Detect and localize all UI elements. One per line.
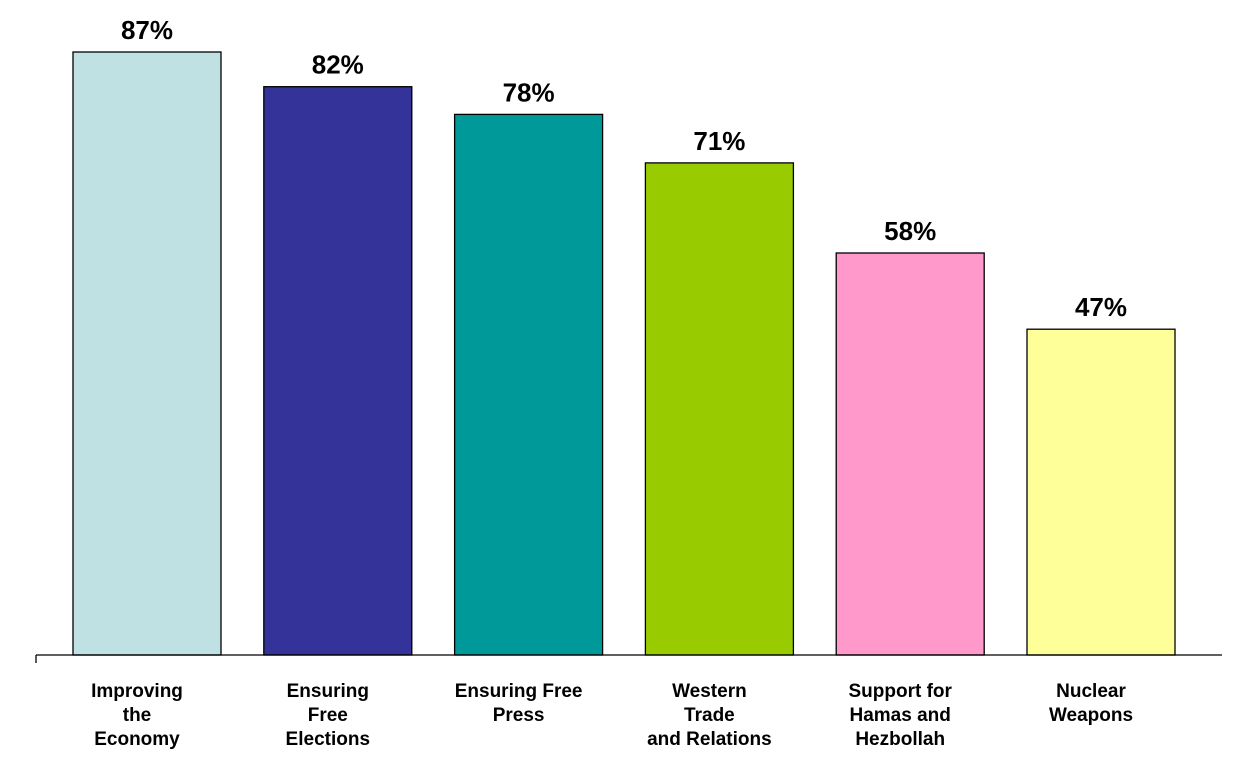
data-label-6: 47%: [1075, 292, 1127, 322]
category-label-2-line-1: Ensuring: [287, 681, 369, 702]
category-label-4-line-2: Trade: [684, 705, 735, 726]
bar-6: [1026, 328, 1176, 656]
data-label-5: 58%: [884, 216, 936, 246]
category-label-6-line-2: Weapons: [1049, 705, 1133, 726]
data-label-1: 87%: [121, 15, 173, 45]
data-label-2: 82%: [312, 50, 364, 80]
bar-2: [263, 86, 413, 656]
category-label-2-line-3: Elections: [286, 729, 370, 750]
bar-4: [644, 162, 795, 656]
category-label-1-line-1: Improving: [91, 681, 183, 702]
category-label-6-line-1: Nuclear: [1056, 681, 1126, 702]
category-label-5-line-3: Hezbollah: [855, 729, 945, 750]
category-label-1-line-3: Economy: [94, 729, 180, 750]
category-label-5-line-1: Support for: [848, 681, 952, 702]
bar-3: [453, 113, 604, 656]
category-label-5-line-2: Hamas and: [850, 705, 951, 726]
labels-layer: 87% Improving the Economy 82% Ensuring Free Ele…: [91, 15, 1133, 750]
category-label-2-line-2: Free: [308, 705, 348, 726]
bar-1: [72, 51, 222, 656]
category-label-3-line-2: Press: [493, 705, 545, 726]
category-label-1-line-2: the: [123, 705, 152, 726]
bars-layer: [72, 51, 1176, 656]
data-label-4: 71%: [693, 126, 745, 156]
axis-layer: [35, 654, 1222, 663]
category-label-4-line-1: Western: [672, 681, 747, 702]
category-label-4-line-3: and Relations: [647, 729, 772, 750]
category-label-3-line-1: Ensuring Free: [455, 681, 583, 702]
bar-5: [835, 252, 985, 656]
data-label-3: 78%: [503, 77, 555, 107]
